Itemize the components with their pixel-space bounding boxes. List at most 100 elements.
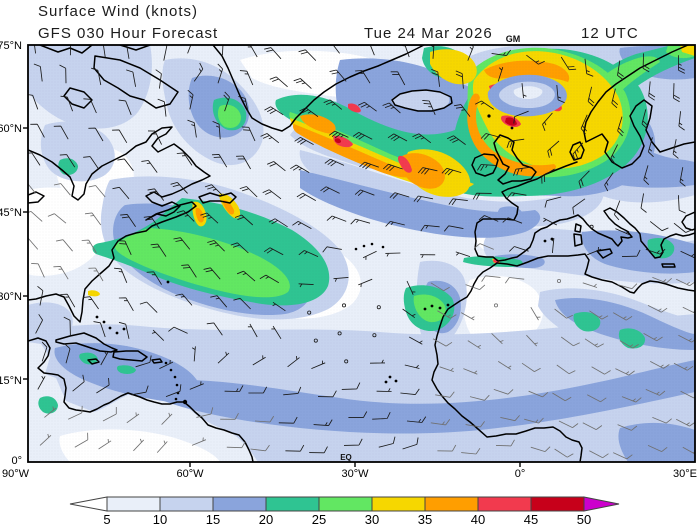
- coastline: [661, 263, 676, 268]
- wind-barb: [293, 78, 312, 89]
- wind-barb: [139, 301, 158, 313]
- wind-barb: [264, 106, 284, 116]
- wind-barb: [320, 186, 340, 194]
- wind-barb: [31, 262, 45, 278]
- wind-barb: [102, 407, 117, 422]
- wind-barb: [271, 325, 282, 340]
- island-dot: [108, 326, 112, 330]
- wind-barb: [126, 69, 137, 87]
- wind-barb: [617, 424, 638, 431]
- wind-barb: [369, 45, 375, 56]
- wind-barb: [547, 140, 560, 158]
- wind-barb: [147, 188, 165, 201]
- wind-barb: [203, 267, 221, 280]
- wind-barb: [59, 154, 76, 168]
- wind-barb: [44, 406, 57, 418]
- coastline: [28, 337, 254, 462]
- wind-barb: [587, 394, 607, 403]
- wind-barb: [81, 239, 97, 254]
- wind-barb: [572, 142, 584, 161]
- wind-barb: [28, 237, 39, 250]
- map-title: Surface Wind (knots): [38, 3, 199, 20]
- coastline: [112, 350, 148, 362]
- legend-color-segment: [106, 496, 161, 512]
- calm-wind-marker: [337, 331, 342, 336]
- greenwich-meridian-marker: GM: [506, 34, 521, 44]
- wind-barb: [236, 270, 256, 282]
- wind-barb: [587, 246, 602, 256]
- wind-barb: [543, 217, 557, 226]
- wind-barb: [259, 274, 280, 284]
- wind-barb: [323, 99, 343, 110]
- wind-barb: [126, 412, 140, 424]
- wind-barb: [68, 405, 83, 420]
- wind-barb: [159, 359, 174, 369]
- wind-barb: [278, 416, 298, 424]
- wind-barb: [313, 419, 333, 427]
- wind-barb: [234, 214, 254, 226]
- coastline: [596, 248, 613, 259]
- wind-barb: [260, 133, 280, 144]
- wind-barb: [400, 388, 420, 396]
- wind-barb: [621, 249, 641, 258]
- legend-value-label: 25: [312, 512, 326, 525]
- wind-barb: [617, 60, 624, 80]
- coastline: [151, 358, 163, 364]
- wind-barb: [117, 158, 134, 172]
- wind-barb: [53, 125, 69, 140]
- island-dot: [423, 307, 427, 311]
- island-dot: [438, 306, 442, 310]
- wind-barb: [83, 156, 99, 170]
- wind-barb: [329, 69, 347, 82]
- wind-barb: [63, 316, 71, 336]
- wind-barb: [422, 99, 436, 115]
- wind-barb: [362, 250, 377, 260]
- wind-barb: [64, 343, 71, 364]
- wind-barb: [642, 53, 650, 73]
- wind-barb: [604, 172, 614, 192]
- legend-arrow-above-max: [583, 496, 620, 512]
- wind-barb: [437, 444, 457, 452]
- coastline: [87, 358, 100, 365]
- wind-barb: [554, 448, 574, 458]
- calm-wind-marker: [307, 310, 312, 315]
- wind-barb: [513, 166, 531, 176]
- wind-barb: [359, 161, 379, 170]
- wind-barb: [619, 340, 639, 349]
- wind-barb: [352, 132, 373, 140]
- wind-barb: [448, 198, 468, 206]
- wind-barb: [652, 277, 672, 284]
- wind-barb: [233, 297, 251, 310]
- wind-barb: [212, 121, 221, 140]
- coastline: [39, 45, 93, 54]
- wind-barb: [385, 220, 405, 227]
- lat-axis-label: 30°N: [0, 291, 22, 303]
- wind-barb: [268, 218, 288, 228]
- coastline: [198, 192, 237, 204]
- coastline: [569, 141, 585, 161]
- island-dot: [381, 245, 385, 249]
- wind-barb: [33, 63, 43, 82]
- wind-barb: [317, 390, 337, 398]
- wind-barb: [541, 168, 555, 184]
- wind-barb: [477, 164, 497, 171]
- calm-wind-marker: [372, 333, 377, 338]
- wind-barb: [677, 195, 686, 214]
- wind-barb: [88, 267, 104, 282]
- wind-barb: [465, 421, 485, 428]
- island-dot: [394, 379, 398, 383]
- wind-barb: [550, 238, 555, 254]
- island-dot: [487, 114, 491, 118]
- wind-barb: [155, 69, 162, 89]
- wind-barb: [206, 322, 223, 336]
- wind-barb: [584, 58, 594, 77]
- wind-barb: [672, 139, 679, 159]
- coastline: [471, 153, 499, 177]
- wind-barb: [652, 417, 672, 424]
- wind-barb: [324, 158, 345, 167]
- wind-barb: [589, 310, 609, 320]
- lat-axis-label: 0°: [11, 455, 22, 467]
- wind-barb: [530, 306, 541, 321]
- wind-barb: [175, 293, 193, 306]
- wind-barb: [348, 411, 368, 419]
